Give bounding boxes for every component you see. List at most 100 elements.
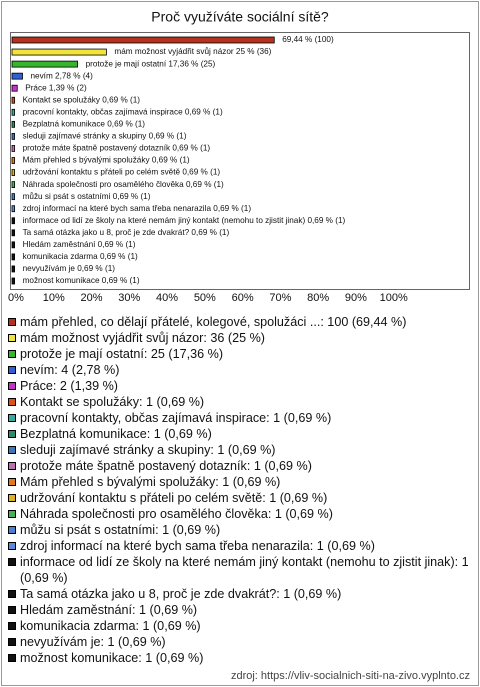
bar [11,72,23,80]
legend-item: můžu si psát s ostatními: 1 (0,69 %) [8,522,470,538]
bar [11,120,16,128]
legend-label: komunikacia zdarma: 1 (0,69 %) [20,619,201,633]
x-tick-label: 90% [345,292,367,304]
legend-label: protože máte špatně postavený dotazník: … [20,459,312,473]
bar-label: 69,44 % (100) [282,35,334,44]
legend-label: nevím: 4 (2,78 %) [20,363,120,377]
legend-swatch [8,430,16,438]
bar-label: Bezplatná komunikace 0,69 % (1) [23,120,146,129]
x-tick-label: 40% [156,292,178,304]
bar-label: Práce 1,39 % (2) [25,83,87,92]
bar [11,145,16,152]
legend-item: sleduji zajímavé stránky a skupiny: 1 (0… [8,442,470,458]
legend-swatch [8,382,16,390]
legend-item: Práce: 2 (1,39 %) [8,378,470,394]
legend-label: udržování kontaktu s přáteli po celém sv… [20,491,328,505]
x-tick-label: 50% [194,292,216,304]
legend-item: Hledám zaměstnání: 1 (0,69 %) [8,602,470,618]
bar-label: nevyužívám je 0,69 % (1) [23,264,116,273]
legend-label: Hledám zaměstnání: 1 (0,69 %) [20,603,198,617]
legend-item: mám možnost vyjádřit svůj názor: 36 (25 … [8,330,470,346]
legend-label: Mám přehled s bývalými spolužáky: 1 (0,6… [20,475,281,489]
legend-item: zdroj informací na které bych sama třeba… [8,538,470,554]
legend-swatch [8,654,16,662]
legend-swatch [8,638,16,646]
bar-label: nevím 2,78 % (4) [30,71,93,80]
legend-swatch [8,478,16,486]
legend-label: můžu si psát s ostatními: 1 (0,69 %) [20,523,221,537]
legend-swatch [8,462,16,470]
legend-item: informace od lidí ze školy na které nemá… [8,554,470,586]
bar-label: informace od lidí ze školy na které nemá… [23,216,346,225]
bar-label: Náhrada společnosti pro osamělého člověk… [23,180,224,189]
legend-swatch [8,526,16,534]
legend-item: Ta samá otázka jako u 8, proč je zde dva… [8,586,470,602]
bar [11,241,16,249]
bar-label: pracovní kontakty, občas zajímavá inspir… [23,107,223,116]
bar-label: zdroj informací na které bych sama třeba… [23,204,252,213]
legend-item: Náhrada společnosti pro osamělého člověk… [8,506,470,522]
legend-item: Mám přehled s bývalými spolužáky: 1 (0,6… [8,474,470,490]
legend-label: možnost komunikace: 1 (0,69 %) [20,651,204,665]
legend-label: Kontakt se spolužáky: 1 (0,69 %) [20,395,205,409]
bar-label: protože je mají ostatní 17,36 % (25) [86,59,216,68]
bar [11,181,16,189]
legend-swatch [8,414,16,422]
legend-label: pracovní kontakty, občas zajímavá inspir… [20,411,332,425]
x-tick-label: 10% [43,292,65,304]
x-tick-label: 60% [232,292,254,304]
bar [11,60,78,68]
bar-label: udržování kontaktu s přáteli po celém sv… [23,168,221,177]
bar [11,96,16,104]
bar [11,108,16,116]
legend-swatch [8,318,16,326]
bar [11,48,107,56]
x-tick-label: 20% [81,292,103,304]
legend-swatch [8,494,16,502]
bar-label: Kontakt se spolužáky 0,69 % (1) [23,95,141,104]
legend-swatch [8,366,16,374]
bar-label: můžu si psát s ostatními 0,69 % (1) [23,191,151,201]
legend-swatch [8,606,16,614]
bar [11,157,16,164]
bar [11,253,16,261]
chart-title: Proč využíváte sociální sítě? [151,9,329,25]
legend-item: protože je mají ostatní: 25 (17,36 %) [8,346,470,362]
legend-swatch [8,510,16,518]
legend-swatch [8,334,16,342]
legend-label: Náhrada společnosti pro osamělého člověk… [20,507,333,521]
bar-label: Mám přehled s bývalými spolužáky 0,69 % … [23,156,190,165]
legend-swatch [8,590,16,598]
legend-swatch [8,542,16,550]
legend-swatch [8,398,16,406]
bar-label: Ta samá otázka jako u 8, proč je zde dva… [23,228,230,237]
legend-label: mám přehled, co dělají přátelé, kolegové… [20,315,407,329]
legend-item: možnost komunikace: 1 (0,69 %) [8,650,470,666]
bar [11,217,16,225]
legend-swatch [8,622,16,630]
legend-label: Bezplatná komunikace: 1 (0,69 %) [20,427,212,441]
bar [11,36,275,44]
x-tick-label: 30% [118,292,140,304]
legend-item: nevím: 4 (2,78 %) [8,362,470,378]
legend-swatch [8,558,16,566]
bar [11,265,16,273]
legend-item: pracovní kontakty, občas zajímavá inspir… [8,410,470,426]
bar [11,229,16,237]
bar [11,277,16,285]
x-tick-label: 80% [307,292,329,304]
bar-label: protože máte špatně postavený dotazník 0… [23,144,211,153]
plot-frame [10,32,470,290]
legend-item: udržování kontaktu s přáteli po celém sv… [8,490,470,506]
bar [11,132,16,140]
bar-label: možnost komunikace 0,69 % (1) [23,276,140,285]
legend-label: Práce: 2 (1,39 %) [20,379,118,393]
bar [11,169,16,176]
legend-item: Bezplatná komunikace: 1 (0,69 %) [8,426,470,442]
legend-item: nevyužívám je: 1 (0,69 %) [8,634,470,650]
legend-item: mám přehled, co dělají přátelé, kolegové… [8,314,470,330]
legend-label: mám možnost vyjádřit svůj názor: 36 (25 … [20,331,265,345]
x-tick-label: 0% [8,292,24,304]
bar [11,84,18,92]
